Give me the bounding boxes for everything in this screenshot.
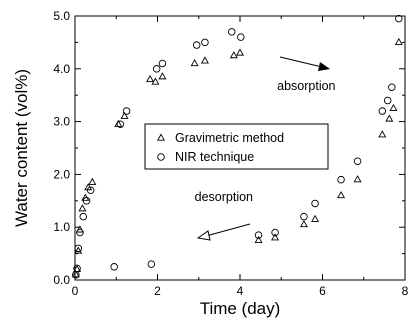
legend-circle-marker (157, 153, 165, 161)
data-point-nir (383, 96, 392, 105)
data-point-nir (192, 41, 201, 49)
data-point-gravimetric (71, 270, 80, 278)
y-axis-title: Water content (vol%) (12, 69, 31, 227)
data-point-nir (311, 199, 319, 208)
x-axis-title: Time (day) (200, 299, 281, 318)
data-point-gravimetric (353, 175, 362, 183)
data-point-nir (271, 228, 279, 237)
desorption-arrowhead (196, 230, 211, 241)
data-point-gravimetric (337, 191, 346, 199)
data-point-nir (74, 244, 83, 253)
absorption-annotation: absorption (277, 79, 335, 93)
data-point-nir (337, 175, 345, 184)
legend-label-nir: NIR technique (175, 150, 254, 164)
data-point-nir (147, 260, 156, 268)
data-point-gravimetric (385, 114, 394, 122)
data-point-gravimetric (271, 233, 280, 241)
data-point-nir (201, 38, 209, 47)
x-tick-label: 8 (402, 284, 409, 298)
data-point-nir (227, 28, 236, 36)
x-tick-label: 2 (154, 284, 161, 298)
data-point-nir (76, 228, 84, 237)
data-point-gravimetric (254, 235, 263, 244)
data-point-gravimetric (158, 72, 167, 80)
data-point-nir (79, 212, 87, 221)
data-point-nir (110, 263, 118, 271)
absorption-arrowhead (318, 62, 330, 71)
data-point-nir (86, 186, 95, 194)
data-point-gravimetric (235, 48, 245, 56)
data-point-gravimetric (378, 130, 387, 138)
y-tick-label: 4.0 (53, 62, 70, 76)
data-point-gravimetric (311, 214, 320, 222)
data-point-gravimetric (229, 51, 238, 59)
data-point-nir (237, 33, 245, 41)
data-point-nir (378, 107, 387, 115)
data-point-gravimetric (74, 246, 83, 254)
data-point-nir (300, 212, 308, 221)
data-point-nir (158, 59, 167, 68)
absorption-arrow (279, 56, 323, 68)
data-point-gravimetric (394, 37, 403, 46)
legend-label-gravimetric: Gravimetric method (175, 131, 284, 145)
y-tick-label: 0.0 (53, 273, 70, 287)
data-point-nir (152, 65, 161, 73)
data-point-gravimetric (151, 77, 160, 85)
legend: Gravimetric method NIR technique (144, 123, 329, 170)
data-point-gravimetric (200, 56, 209, 64)
data-point-gravimetric (146, 74, 155, 82)
desorption-annotation: desorption (195, 190, 253, 204)
data-point-nir (395, 14, 403, 23)
data-point-nir (122, 107, 131, 115)
data-point-gravimetric (389, 103, 398, 112)
x-tick-label: 4 (237, 284, 244, 298)
desorption-arrow (205, 223, 251, 237)
data-point-gravimetric (114, 119, 123, 127)
y-tick-label: 2.0 (53, 167, 70, 181)
data-point-gravimetric (78, 204, 87, 212)
legend-triangle-marker (156, 133, 166, 141)
data-point-nir (388, 83, 396, 92)
data-point-gravimetric (190, 59, 199, 67)
y-tick-label: 5.0 (53, 9, 70, 23)
data-point-nir (254, 231, 263, 239)
data-point-gravimetric (299, 220, 308, 228)
x-tick-label: 6 (319, 284, 326, 298)
data-point-nir (116, 120, 125, 128)
data-point-gravimetric (88, 177, 97, 185)
data-point-nir (73, 264, 81, 273)
y-tick-label: 3.0 (53, 115, 70, 129)
data-point-nir (82, 197, 91, 205)
data-point-gravimetric (120, 111, 129, 119)
x-tick-label: 0 (72, 284, 79, 298)
legend-box (144, 123, 329, 170)
data-point-nir (353, 157, 362, 165)
y-tick-label: 1.0 (53, 220, 70, 234)
